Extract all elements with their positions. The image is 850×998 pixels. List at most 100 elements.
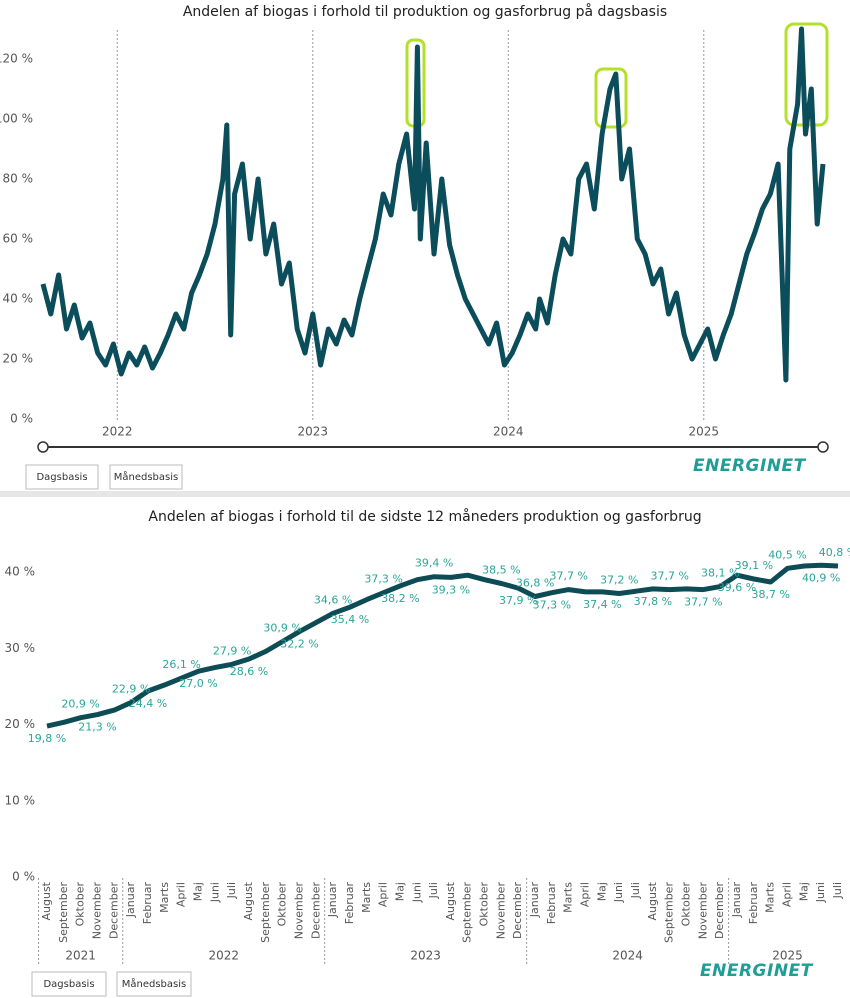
y-tick-label: 80 % <box>3 172 34 186</box>
x-tick-label: Maj <box>191 882 204 901</box>
x-tick-label: Maj <box>797 882 810 901</box>
button-label[interactable]: Månedsbasis <box>114 470 178 483</box>
data-label: 40,5 % <box>768 548 806 561</box>
year-label: 2025 <box>772 949 803 963</box>
x-tick-label: December <box>511 882 524 940</box>
x-tick-label: Juni <box>814 882 827 903</box>
logo: ENERGINET <box>693 456 807 476</box>
x-tick-label: Maj <box>393 882 406 901</box>
y-tick-label: 120 % <box>0 52 33 66</box>
data-label: 27,9 % <box>213 644 251 657</box>
data-line <box>40 26 826 383</box>
x-tick-label: September <box>461 882 474 943</box>
data-label: 38,5 % <box>482 564 520 577</box>
x-tick-label: Maj <box>595 882 608 901</box>
data-label: 35,4 % <box>331 613 369 626</box>
x-tick-label: Juni <box>612 882 625 903</box>
data-label: 30,9 % <box>263 621 301 634</box>
year-label: 2024 <box>612 949 643 963</box>
data-label: 32,2 % <box>280 638 318 651</box>
data-line <box>46 562 839 729</box>
x-tick-label: December <box>107 882 120 940</box>
x-tick-label: November <box>696 882 709 940</box>
button-label[interactable]: Månedsbasis <box>122 977 186 990</box>
x-tick-label: September <box>663 882 676 943</box>
data-label: 39,4 % <box>415 557 453 570</box>
data-label: 39,1 % <box>735 559 773 572</box>
button[interactable] <box>116 971 192 997</box>
data-label: 40,8 % <box>819 546 850 559</box>
button-label[interactable]: Dagsbasis <box>43 979 94 990</box>
data-label: 37,7 % <box>684 596 722 609</box>
x-tick-label: August <box>242 881 255 920</box>
data-label: 37,8 % <box>634 595 672 608</box>
data-label: 39,6 % <box>718 581 756 594</box>
button[interactable] <box>109 464 183 490</box>
data-label: 37,7 % <box>650 570 688 583</box>
x-tick-label: November <box>292 882 305 940</box>
y-tick-label: 40 % <box>3 292 34 306</box>
x-tick-label: Marts <box>562 882 575 913</box>
year-label: 2023 <box>410 949 441 963</box>
y-tick-label: 100 % <box>0 112 33 126</box>
x-tick-label: August <box>646 881 659 920</box>
data-label: 37,3 % <box>364 573 402 586</box>
x-tick-label: August <box>444 881 457 920</box>
data-label: 27,0 % <box>179 677 217 690</box>
y-tick-label: 40 % <box>5 565 36 579</box>
x-tick-label: Februar <box>545 882 558 925</box>
x-tick-label: April <box>781 882 794 907</box>
data-label: 20,9 % <box>61 698 99 711</box>
x-tick-label: 2024 <box>493 425 524 439</box>
data-label: 21,3 % <box>78 721 116 734</box>
y-tick-label: 60 % <box>3 232 34 246</box>
x-tick-label: Marts <box>158 882 171 913</box>
separator <box>0 491 850 497</box>
x-tick-label: Januar <box>730 882 743 919</box>
x-tick-label: April <box>579 882 592 907</box>
x-tick-label: Februar <box>343 882 356 925</box>
data-label: 38,2 % <box>381 592 419 605</box>
logo: ENERGINET <box>700 961 814 981</box>
x-tick-label: September <box>57 882 70 943</box>
button-label[interactable]: Dagsbasis <box>36 472 87 483</box>
x-tick-label: Januar <box>326 882 339 919</box>
data-label: 36,8 % <box>516 577 554 590</box>
x-tick-label: Januar <box>528 882 541 919</box>
x-tick-label: August <box>40 881 53 920</box>
x-tick-label: Juli <box>629 882 642 899</box>
slider-handle[interactable] <box>817 441 829 453</box>
button[interactable] <box>31 971 107 997</box>
chart-title: Andelen af biogas i forhold til produkti… <box>183 3 667 20</box>
x-tick-label: April <box>377 882 390 907</box>
y-tick-label: 20 % <box>5 717 36 731</box>
x-tick-label: Juli <box>427 882 440 899</box>
x-tick-label: November <box>90 882 103 940</box>
data-label: 19,8 % <box>28 732 66 745</box>
y-tick-label: 0 % <box>10 412 33 426</box>
x-tick-label: Juli <box>225 882 238 899</box>
x-tick-label: November <box>494 882 507 940</box>
x-tick-label: December <box>309 882 322 940</box>
x-tick-label: December <box>713 882 726 940</box>
data-label: 24,4 % <box>129 697 167 710</box>
x-tick-label: Oktober <box>478 882 491 927</box>
x-tick-label: Oktober <box>276 882 289 927</box>
y-tick-label: 30 % <box>5 641 36 655</box>
data-label: 39,3 % <box>432 583 470 596</box>
data-label: 38,7 % <box>751 588 789 601</box>
x-tick-label: 2025 <box>689 425 720 439</box>
x-tick-label: Juli <box>831 882 844 899</box>
slider-handle[interactable] <box>37 441 49 453</box>
x-tick-label: Juni <box>208 882 221 903</box>
highlight <box>594 67 628 129</box>
data-label: 38,1 % <box>701 567 739 580</box>
x-tick-label: Marts <box>764 882 777 913</box>
button[interactable] <box>25 464 99 490</box>
data-label: 37,4 % <box>583 598 621 611</box>
x-tick-label: Februar <box>747 882 760 925</box>
x-tick-label: Februar <box>141 882 154 925</box>
x-tick-label: 2022 <box>102 425 133 439</box>
x-tick-label: Oktober <box>680 882 693 927</box>
year-label: 2021 <box>65 949 96 963</box>
